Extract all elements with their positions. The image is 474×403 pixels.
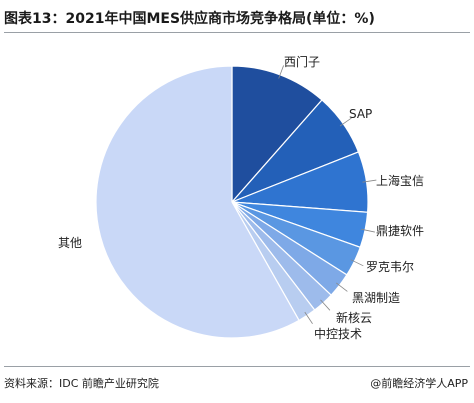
brand-mark: @前瞻经济学人APP: [370, 377, 468, 390]
pie-slices: [95, 65, 369, 339]
slice-label-4: 罗克韦尔: [366, 259, 414, 274]
leader-line-5: [336, 282, 348, 292]
pie-slice-8: [95, 65, 300, 339]
leader-line-1: [339, 117, 352, 127]
footer-divider: [4, 366, 470, 367]
title-divider: [4, 32, 470, 33]
leader-line-7: [304, 311, 313, 324]
leader-line-6: [320, 299, 331, 311]
chart-title: 图表13：2021年中国MES供应商市场竞争格局(单位：%): [4, 11, 375, 27]
slice-label-5: 黑湖制造: [352, 290, 400, 305]
leader-line-0: [278, 65, 284, 79]
leader-line-2: [362, 179, 377, 183]
label-leaders: [278, 65, 377, 324]
slice-label-3: 鼎捷软件: [376, 224, 424, 238]
source-note: 资料来源：IDC 前瞻产业研究院: [4, 377, 159, 390]
slice-label-1: SAP: [349, 107, 372, 121]
slice-label-2: 上海宝信: [376, 173, 424, 188]
slice-label-8: 其他: [58, 236, 82, 250]
leader-line-3: [361, 228, 375, 233]
slice-label-7: 中控技术: [314, 326, 362, 341]
leader-line-4: [350, 259, 364, 267]
slice-label-6: 新核云: [336, 310, 372, 325]
slice-label-0: 西门子: [284, 54, 320, 69]
